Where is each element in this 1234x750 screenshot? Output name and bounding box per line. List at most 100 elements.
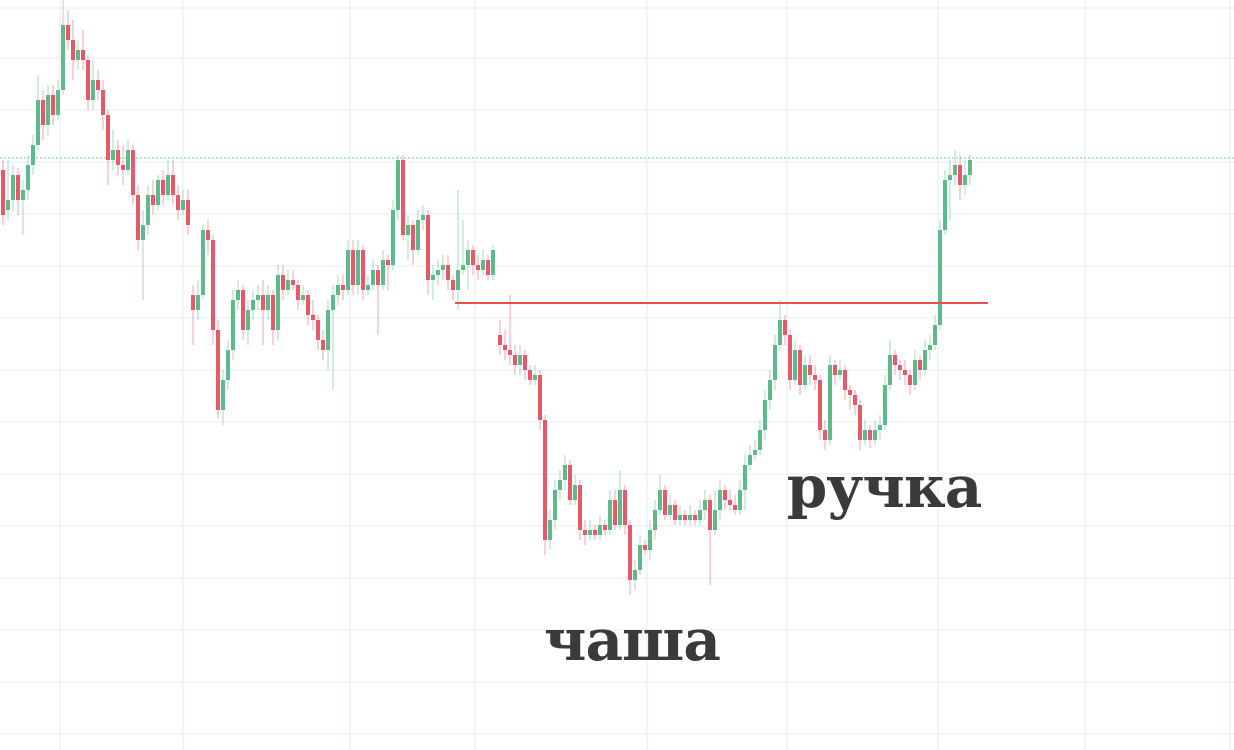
candle-body bbox=[643, 545, 647, 550]
candle-body bbox=[201, 230, 205, 295]
candle-body bbox=[913, 360, 917, 385]
candle-body bbox=[361, 250, 365, 290]
candle bbox=[26, 155, 30, 200]
candle-body bbox=[623, 490, 627, 525]
candle bbox=[908, 370, 912, 395]
cup-annotation: чаша bbox=[544, 606, 720, 674]
candle-body bbox=[486, 260, 490, 275]
candle-body bbox=[291, 280, 295, 285]
candle-body bbox=[451, 280, 455, 290]
candle-body bbox=[436, 270, 440, 275]
candle-body bbox=[653, 510, 657, 530]
candle bbox=[793, 340, 797, 385]
candle bbox=[336, 275, 340, 305]
candle bbox=[658, 475, 662, 515]
candle bbox=[446, 255, 450, 290]
candle bbox=[653, 500, 657, 540]
candle-body bbox=[783, 320, 787, 335]
candle bbox=[126, 140, 130, 175]
candle-body bbox=[613, 500, 617, 525]
candle-body bbox=[341, 285, 345, 290]
candle-body bbox=[481, 260, 485, 270]
candle bbox=[276, 265, 280, 340]
candle-body bbox=[943, 180, 947, 230]
candle bbox=[643, 540, 647, 555]
candle-body bbox=[563, 465, 567, 480]
candle bbox=[406, 215, 410, 260]
candle-body bbox=[1, 170, 5, 215]
candle bbox=[833, 360, 837, 385]
candle bbox=[683, 510, 687, 525]
candle bbox=[376, 265, 380, 335]
candle bbox=[236, 280, 240, 310]
candle bbox=[481, 250, 485, 275]
candle-body bbox=[738, 490, 742, 510]
candle-body bbox=[633, 570, 637, 580]
candle-body bbox=[266, 295, 270, 310]
candle-body bbox=[918, 360, 922, 370]
candle-body bbox=[773, 345, 777, 380]
candle bbox=[953, 150, 957, 185]
candle-body bbox=[938, 230, 942, 325]
candle bbox=[893, 350, 897, 375]
candle-body bbox=[216, 330, 220, 410]
candle-body bbox=[513, 355, 517, 365]
candle bbox=[598, 515, 602, 540]
candle bbox=[583, 520, 587, 545]
candle-body bbox=[371, 270, 375, 285]
candle bbox=[56, 80, 60, 120]
candle-body bbox=[131, 150, 135, 195]
candle-body bbox=[708, 500, 712, 530]
candle bbox=[503, 330, 507, 360]
candle bbox=[101, 80, 105, 130]
candle bbox=[718, 480, 722, 520]
candle-body bbox=[953, 165, 957, 175]
candle-body bbox=[818, 380, 822, 430]
candle-body bbox=[793, 350, 797, 380]
candle-body bbox=[91, 80, 95, 100]
candle-body bbox=[703, 500, 707, 510]
candle-body bbox=[456, 270, 460, 290]
candle bbox=[853, 390, 857, 415]
candle bbox=[271, 290, 275, 345]
candle bbox=[121, 145, 125, 185]
candle bbox=[543, 415, 547, 555]
candle-body bbox=[603, 525, 607, 530]
candle-body bbox=[543, 420, 547, 540]
candle-body bbox=[491, 250, 495, 275]
candle bbox=[76, 40, 80, 70]
candle-body bbox=[446, 265, 450, 280]
candle-body bbox=[528, 370, 532, 380]
candle-body bbox=[533, 375, 537, 380]
candle-body bbox=[858, 405, 862, 440]
candle bbox=[903, 360, 907, 385]
candle bbox=[46, 85, 50, 135]
candle bbox=[933, 315, 937, 350]
candle bbox=[466, 240, 470, 290]
candle bbox=[181, 190, 185, 215]
candle-body bbox=[728, 500, 732, 505]
candle-body bbox=[16, 175, 20, 200]
candle-body bbox=[426, 215, 430, 280]
candle-body bbox=[11, 175, 15, 200]
candle-body bbox=[381, 260, 385, 285]
candle bbox=[633, 560, 637, 590]
candle bbox=[91, 60, 95, 110]
candle bbox=[813, 365, 817, 390]
candle bbox=[588, 520, 592, 540]
candle-body bbox=[873, 430, 877, 440]
candle-body bbox=[668, 505, 672, 515]
candle bbox=[648, 520, 652, 560]
candle bbox=[386, 255, 390, 290]
candle-body bbox=[406, 225, 410, 235]
candle bbox=[286, 270, 290, 295]
candle bbox=[508, 295, 512, 365]
candle bbox=[803, 355, 807, 390]
candle bbox=[883, 375, 887, 430]
candle-body bbox=[798, 350, 802, 385]
candle bbox=[356, 240, 360, 295]
candle bbox=[196, 280, 200, 320]
candle bbox=[573, 475, 577, 505]
candle-body bbox=[306, 295, 310, 315]
candle-body bbox=[673, 505, 677, 520]
